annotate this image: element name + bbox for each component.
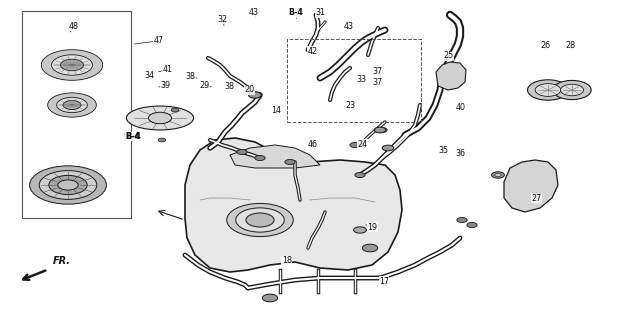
Text: 46: 46 [307,140,317,149]
Ellipse shape [127,106,193,130]
Circle shape [492,172,504,178]
Circle shape [41,50,103,80]
Polygon shape [436,62,466,90]
Circle shape [236,208,284,232]
Text: 48: 48 [68,22,79,31]
Circle shape [362,244,378,252]
Circle shape [29,166,106,204]
Text: 26: 26 [540,41,550,50]
Circle shape [171,108,179,112]
Text: 39: 39 [160,81,170,90]
Text: 43: 43 [249,8,259,17]
Circle shape [63,100,81,109]
Circle shape [355,173,365,178]
Text: 37: 37 [372,78,383,87]
Text: 32: 32 [218,15,228,24]
Circle shape [227,204,293,237]
Circle shape [374,127,386,133]
Circle shape [58,180,78,190]
Circle shape [382,145,394,151]
Text: 19: 19 [367,223,378,232]
Text: 28: 28 [566,41,576,50]
Circle shape [246,213,274,227]
Circle shape [57,97,87,113]
Bar [22,11,131,218]
Text: 42: 42 [307,47,317,56]
Text: 23: 23 [346,101,356,110]
Text: 29: 29 [200,81,210,90]
Circle shape [354,227,366,233]
Circle shape [49,175,87,195]
Text: 31: 31 [315,8,325,17]
Polygon shape [230,145,320,168]
Circle shape [457,218,467,223]
Circle shape [285,160,295,165]
Circle shape [467,222,477,227]
Text: 40: 40 [456,103,466,112]
Text: 47: 47 [154,36,164,45]
Circle shape [237,149,247,154]
Circle shape [61,59,83,71]
Text: 38: 38 [224,82,234,91]
Circle shape [535,84,561,96]
Text: 36: 36 [456,149,466,158]
Circle shape [51,55,93,75]
Circle shape [39,171,97,199]
Text: FR.: FR. [53,256,71,266]
Circle shape [561,84,584,96]
Circle shape [47,93,96,117]
Text: 20: 20 [244,85,255,94]
Text: B-4: B-4 [125,132,141,141]
Text: B-4: B-4 [288,8,303,17]
Circle shape [248,92,261,98]
Circle shape [495,174,501,177]
Text: 17: 17 [379,277,389,286]
Text: 35: 35 [438,146,449,155]
Text: 27: 27 [531,194,541,203]
Polygon shape [185,138,402,272]
Circle shape [527,80,568,100]
Circle shape [350,143,360,148]
Circle shape [377,128,387,133]
Text: 43: 43 [344,22,354,31]
Text: 24: 24 [358,140,368,149]
Circle shape [255,155,265,160]
Circle shape [553,80,591,100]
Circle shape [158,138,166,142]
Circle shape [262,294,278,302]
Text: 41: 41 [163,65,173,74]
Text: 25: 25 [443,51,453,60]
Text: 37: 37 [372,67,383,76]
Bar [287,39,421,122]
Polygon shape [504,160,558,212]
Text: 14: 14 [271,106,282,115]
Text: 33: 33 [356,75,367,84]
Text: 38: 38 [186,72,196,81]
Text: B-4: B-4 [125,132,141,141]
Text: 18: 18 [282,256,292,265]
Circle shape [148,112,172,124]
Text: 34: 34 [144,71,154,80]
